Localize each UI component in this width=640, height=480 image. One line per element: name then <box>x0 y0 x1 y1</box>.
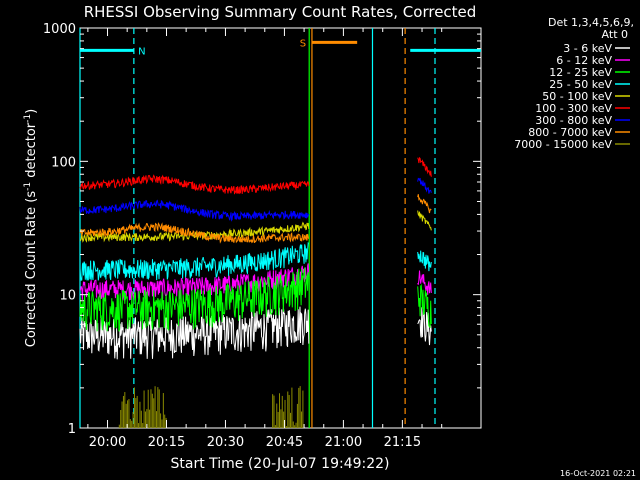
series-line-late <box>417 177 432 194</box>
x-tick-label: 21:00 <box>325 435 362 450</box>
y-axis-label-group: Corrected Count Rate (s-1 detector-1) <box>23 109 39 347</box>
x-tick-label: 20:30 <box>207 435 244 450</box>
x-tick-label: 20:45 <box>266 435 303 450</box>
series-line-early <box>79 199 310 222</box>
legend-label: 3 - 6 keV <box>563 42 612 55</box>
series-line-early <box>79 242 310 281</box>
x-tick-label: 20:00 <box>89 435 126 450</box>
x-tick-label: 20:15 <box>148 435 185 450</box>
legend-label: 50 - 100 keV <box>542 90 612 103</box>
legend-label: 25 - 50 keV <box>549 78 612 91</box>
series-line-late <box>417 250 432 272</box>
series-line-early <box>79 174 310 195</box>
series-line-late <box>417 210 432 231</box>
legend-label: 6 - 12 keV <box>556 54 612 67</box>
series-line-late <box>417 283 432 328</box>
saa-flag-label: S <box>300 38 306 49</box>
series-line-late <box>417 194 432 214</box>
y-axis-label: Corrected Count Rate (s-1 detector-1) <box>23 109 39 347</box>
series-line-early <box>79 263 310 301</box>
plot-area: N S 1 10 100 1000 20:00 20:15 20:30 20:45 21:00 21… <box>43 22 482 450</box>
legend-label: 800 - 7000 keV <box>528 126 612 139</box>
y-tick-label: 10 <box>59 289 76 304</box>
y-tick-label: 100 <box>51 155 76 170</box>
series-line-early <box>79 222 310 244</box>
x-tick-label: 21:15 <box>384 435 421 450</box>
series-line-late <box>417 307 432 346</box>
legend-header-2: Att 0 <box>602 28 628 41</box>
legend-label: 12 - 25 keV <box>549 66 612 79</box>
legend-label: 100 - 300 keV <box>535 102 612 115</box>
series-line-early <box>79 221 310 243</box>
series-line-late <box>417 270 432 295</box>
footer-timestamp: 16-Oct-2021 02:21 <box>560 469 636 478</box>
legend-label: 300 - 800 keV <box>535 114 612 127</box>
series-line-late <box>417 156 432 177</box>
legend-label: 7000 - 15000 keV <box>514 138 612 151</box>
series-line-early <box>79 267 310 332</box>
y-tick-label: 1000 <box>43 22 76 37</box>
x-axis-label: Start Time (20-Jul-07 19:49:22) <box>170 456 389 472</box>
chart-title: RHESSI Observing Summary Count Rates, Co… <box>84 3 477 21</box>
night-flag-label: N <box>138 46 145 57</box>
y-tick-label: 1 <box>68 422 76 437</box>
legend-header-1: Det 1,3,4,5,6,9, <box>548 16 634 29</box>
